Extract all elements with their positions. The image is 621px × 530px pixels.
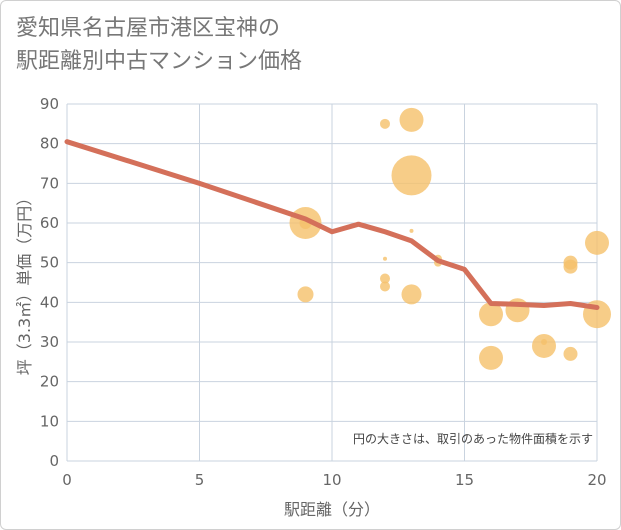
x-tick-label: 20 <box>587 471 606 489</box>
bubble-point <box>383 256 387 261</box>
chart-title-line-2: 駅距離別中古マンション価格 <box>16 49 303 74</box>
x-tick-label: 5 <box>195 471 205 489</box>
chart-title-line-1: 愛知県名古屋市港区宝神の <box>16 16 281 41</box>
bubble-point <box>409 228 414 233</box>
bubble-point <box>391 155 432 196</box>
chart-note: 円の大きさは、取引のあった物件面積を示す <box>353 431 593 446</box>
tick-labels: 0 5 10 15 20 0 10 20 30 40 50 60 70 80 90 <box>40 95 607 489</box>
y-tick-label: 20 <box>40 373 59 391</box>
y-tick-label: 90 <box>40 95 59 113</box>
chart-title: 愛知県名古屋市港区宝神の 駅距離別中古マンション価格 <box>16 12 302 78</box>
bubble-point <box>563 346 578 361</box>
bubble-point <box>297 286 314 303</box>
x-tick-label: 15 <box>455 471 474 489</box>
y-tick-label: 0 <box>49 452 59 470</box>
bubble-point <box>479 302 503 327</box>
x-tick-label: 0 <box>62 471 72 489</box>
bubble-point <box>479 345 503 370</box>
x-tick-label: 10 <box>322 471 341 489</box>
bubbles <box>289 107 611 370</box>
bubble-point <box>401 284 422 305</box>
bubble-point <box>532 333 556 358</box>
average-line <box>64 139 600 310</box>
bubble-point <box>541 339 547 345</box>
grid-lines <box>66 103 598 462</box>
bubble-point <box>585 230 609 255</box>
y-axis-label: 坪（3.3㎡）単価（万円） <box>15 190 34 375</box>
bubble-point <box>399 107 424 132</box>
bubble-point <box>380 118 390 129</box>
y-tick-label: 80 <box>40 135 59 153</box>
bubble-point <box>380 273 390 284</box>
average-price-line <box>64 139 600 310</box>
y-tick-label: 40 <box>40 293 59 311</box>
bubble-point <box>380 281 390 292</box>
y-tick-label: 10 <box>40 412 59 430</box>
y-tick-label: 60 <box>40 214 59 232</box>
y-tick-label: 30 <box>40 333 59 351</box>
y-tick-label: 70 <box>40 174 59 192</box>
y-tick-label: 50 <box>40 254 59 272</box>
bubble-point <box>563 259 578 274</box>
x-axis-label: 駅距離（分） <box>284 500 380 519</box>
